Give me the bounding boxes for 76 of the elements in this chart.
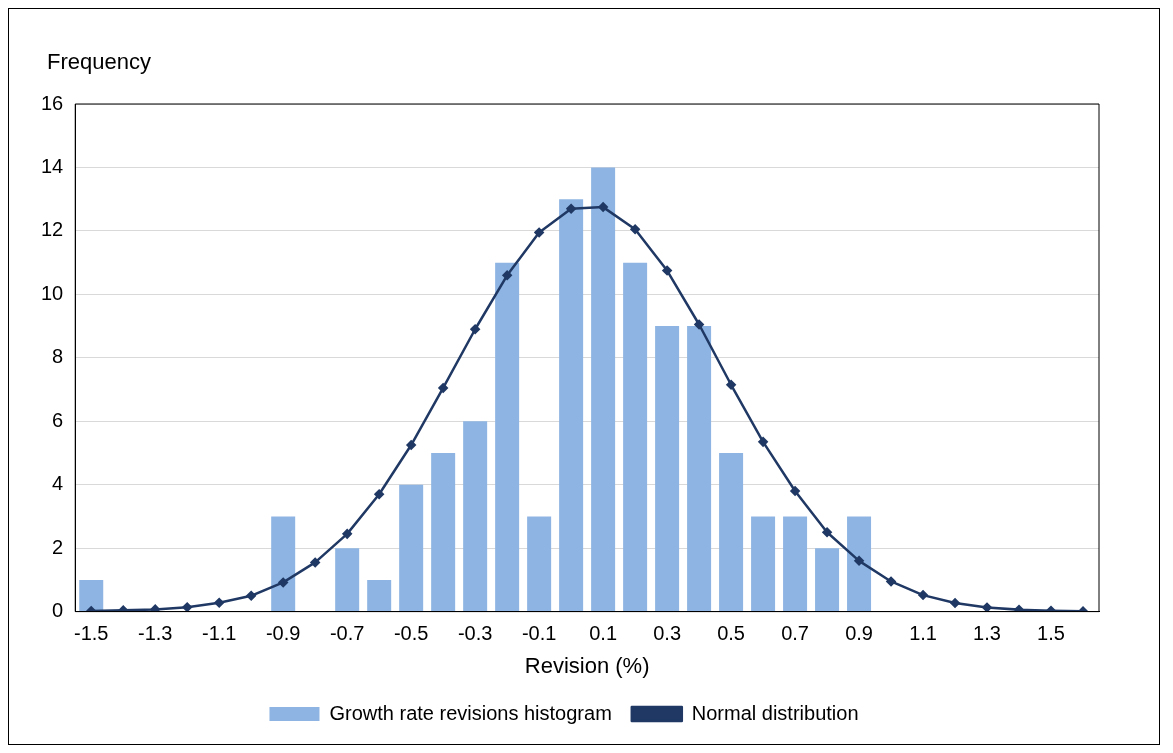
x-tick-label: -1.5 bbox=[74, 622, 109, 645]
x-tick-label: 1.5 bbox=[1037, 622, 1065, 645]
point bbox=[822, 527, 832, 538]
bar bbox=[527, 516, 552, 612]
y-tick-label: 4 bbox=[52, 472, 64, 495]
bar bbox=[463, 421, 488, 612]
y-tick-label: 2 bbox=[52, 535, 64, 558]
y-axis-title: Frequency bbox=[47, 49, 151, 75]
bar bbox=[271, 516, 296, 612]
bar bbox=[751, 516, 776, 612]
bar bbox=[815, 548, 840, 612]
legend-label: Normal distribution bbox=[691, 701, 859, 724]
bar bbox=[719, 452, 744, 612]
x-tick-label: 0.9 bbox=[845, 622, 873, 645]
bar bbox=[655, 326, 680, 612]
point bbox=[438, 383, 448, 393]
x-tick-label: 1.1 bbox=[909, 622, 937, 645]
bar bbox=[79, 579, 104, 612]
bar bbox=[335, 548, 360, 612]
x-tick-label: -0.7 bbox=[329, 622, 365, 645]
x-tick-label: 1.3 bbox=[973, 622, 1001, 645]
y-tick-label: 0 bbox=[52, 599, 64, 622]
point bbox=[758, 437, 768, 447]
bar bbox=[559, 199, 584, 612]
bar bbox=[847, 516, 872, 612]
y-tick-label: 8 bbox=[52, 345, 64, 368]
point bbox=[950, 598, 960, 608]
bar bbox=[687, 326, 712, 612]
point bbox=[662, 265, 672, 276]
point bbox=[790, 486, 800, 496]
x-tick-label: -0.1 bbox=[521, 622, 557, 645]
point bbox=[182, 602, 192, 612]
point bbox=[854, 556, 864, 566]
point bbox=[470, 324, 480, 334]
point bbox=[982, 602, 992, 612]
y-tick-label: 6 bbox=[52, 408, 64, 431]
bar bbox=[623, 262, 648, 612]
x-tick-label: -0.5 bbox=[393, 622, 429, 645]
point bbox=[406, 440, 416, 450]
bar bbox=[399, 484, 424, 612]
point bbox=[150, 604, 160, 612]
bar bbox=[367, 579, 392, 612]
point bbox=[886, 576, 896, 587]
point bbox=[534, 227, 544, 238]
point bbox=[246, 590, 256, 601]
point bbox=[310, 557, 320, 568]
x-tick-label: 0.5 bbox=[717, 622, 745, 645]
point bbox=[726, 380, 736, 390]
x-tick-label: -0.9 bbox=[265, 622, 301, 645]
point bbox=[502, 270, 512, 281]
point bbox=[918, 590, 928, 600]
x-tick-label: -0.3 bbox=[457, 622, 493, 645]
x-tick-label: -1.3 bbox=[137, 622, 173, 645]
point bbox=[694, 319, 704, 330]
point bbox=[278, 577, 288, 588]
point bbox=[214, 597, 224, 608]
y-tick-label: 12 bbox=[41, 218, 64, 241]
point bbox=[342, 529, 352, 539]
bar bbox=[431, 452, 456, 612]
x-tick-label: -1.1 bbox=[201, 622, 237, 645]
legend-label: Growth rate revisions histogram bbox=[329, 701, 612, 724]
y-tick-label: 14 bbox=[41, 154, 64, 177]
point bbox=[598, 202, 608, 212]
point bbox=[374, 489, 384, 499]
x-tick-label: 0.7 bbox=[781, 622, 809, 645]
bar bbox=[495, 262, 520, 612]
y-tick-label: 10 bbox=[41, 281, 64, 304]
bar bbox=[783, 516, 808, 612]
x-tick-label: 0.1 bbox=[589, 622, 618, 645]
point bbox=[630, 224, 640, 235]
point bbox=[566, 203, 576, 214]
x-tick-label: 0.3 bbox=[653, 622, 682, 645]
bar bbox=[591, 167, 616, 612]
y-tick-label: 16 bbox=[41, 91, 64, 114]
x-axis-title: Revision (%) bbox=[524, 652, 650, 678]
point bbox=[1014, 604, 1024, 612]
